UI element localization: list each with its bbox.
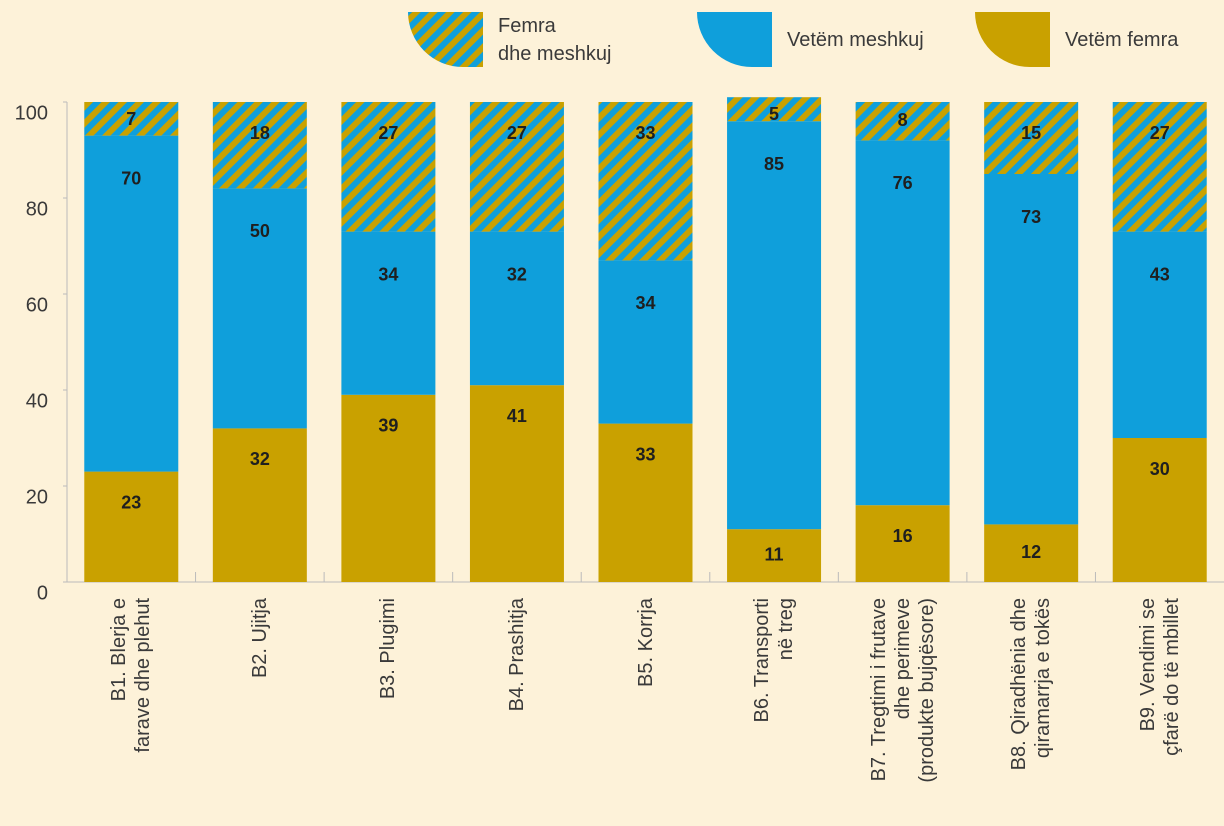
bar-segment	[84, 102, 179, 136]
data-label: 12	[1021, 542, 1041, 562]
bar-segment	[469, 385, 564, 582]
x-tick-label: B5. Korrja	[634, 598, 657, 687]
legend-swatch	[975, 12, 1050, 67]
bar-segment	[84, 135, 179, 472]
bar-segment	[727, 529, 822, 582]
bar-segment	[855, 505, 950, 582]
x-tick-label: B3. Plugimi	[377, 598, 400, 700]
data-label: 34	[635, 293, 655, 313]
bar-segment	[341, 231, 436, 395]
legend-label: Vetëm femra	[1065, 28, 1179, 51]
data-label: 18	[250, 123, 270, 143]
data-label: 76	[893, 173, 913, 193]
bar-segment	[727, 97, 822, 122]
bar-segment	[212, 428, 307, 582]
data-label: 23	[121, 492, 141, 512]
y-tick-label: 80	[26, 198, 48, 220]
bar-segment	[212, 102, 307, 189]
y-tick-label: 40	[26, 390, 48, 412]
data-label: 32	[507, 264, 527, 284]
data-label: 16	[893, 526, 913, 546]
data-label: 50	[250, 221, 270, 241]
y-tick-label: 20	[26, 486, 48, 508]
bar-segment	[1112, 438, 1207, 582]
legend-label: Vetëm meshkuj	[787, 28, 924, 51]
bar-segment	[1112, 231, 1207, 438]
bar-segment	[341, 394, 436, 582]
data-label: 30	[1150, 459, 1170, 479]
legend-swatch	[697, 12, 772, 67]
bar-segment	[469, 102, 564, 232]
y-tick-label: 0	[37, 582, 48, 604]
data-label: 43	[1150, 264, 1170, 284]
bar-segment	[341, 102, 436, 232]
data-label: 5	[769, 104, 779, 124]
legend-swatch	[408, 12, 483, 67]
bar-segment	[598, 102, 693, 261]
bar-segment	[727, 121, 822, 530]
bar-segment	[855, 140, 950, 506]
data-label: 33	[635, 444, 655, 464]
bar-segment	[598, 423, 693, 582]
data-label: 7	[126, 109, 136, 129]
data-label: 73	[1021, 207, 1041, 227]
data-label: 15	[1021, 123, 1041, 143]
data-label: 32	[250, 449, 270, 469]
legend-label: Femra dhe meshkuj	[498, 14, 612, 65]
x-tick-label: B1. Blerja e farave dhe plehut	[108, 598, 155, 753]
data-label: 27	[507, 123, 527, 143]
data-label: 33	[635, 123, 655, 143]
x-tick-label: B9. Vendimi se çfarë do të mbillet	[1136, 598, 1183, 756]
bar-segment	[1112, 102, 1207, 232]
bar-segment	[984, 102, 1079, 174]
bar-segment	[84, 471, 179, 582]
data-label: 27	[378, 123, 398, 143]
data-label: 11	[765, 544, 784, 564]
bar-segment	[469, 231, 564, 386]
data-label: 8	[898, 110, 908, 130]
x-tick-label: B6. Transporti në treg	[751, 598, 798, 723]
bar-segment	[984, 174, 1079, 525]
x-tick-label: B2. Ujitja	[248, 598, 271, 679]
y-tick-label: 60	[26, 294, 48, 316]
data-label: 39	[378, 416, 398, 436]
data-label: 41	[507, 406, 527, 426]
x-tick-label: B8. Qiradhënia dhe qiramarrja e tokës	[1008, 598, 1055, 771]
data-label: 85	[764, 154, 784, 174]
bar-segment	[212, 188, 307, 429]
data-label: 27	[1150, 123, 1170, 143]
data-label: 34	[378, 264, 398, 284]
y-tick-label: 100	[15, 102, 48, 124]
data-label: 70	[121, 168, 141, 188]
bar-segment	[598, 260, 693, 424]
bar-segment	[984, 524, 1079, 582]
x-tick-label: B4. Prashitja	[505, 598, 528, 712]
bar-segment	[855, 102, 950, 141]
x-tick-label: B7. Tregtimi i frutave dhe perimeve (pro…	[867, 598, 938, 783]
